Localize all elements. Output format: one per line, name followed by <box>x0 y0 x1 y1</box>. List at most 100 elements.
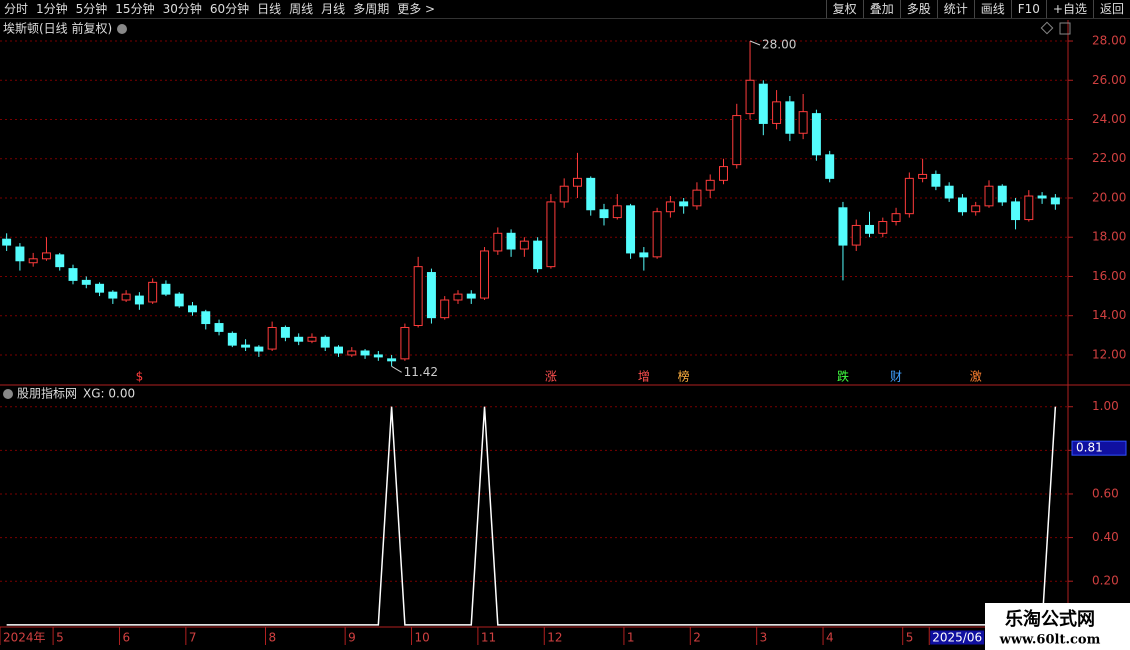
candle-body <box>652 211 662 258</box>
y-tick-label: 28.00 <box>1092 34 1126 48</box>
annotation-arrow <box>749 40 761 46</box>
tab[interactable]: 日线 <box>257 2 282 16</box>
tab[interactable]: 30分钟 <box>162 2 202 16</box>
candle-body <box>825 154 835 179</box>
button[interactable]: 画线 <box>973 0 1011 18</box>
x-tick-label: 2025/06 <box>932 631 982 645</box>
candle-body <box>254 346 264 352</box>
icon <box>1040 21 1054 35</box>
x-tick-label: 6 <box>122 631 130 645</box>
candle-body <box>201 311 211 325</box>
event-marker: 激 <box>970 370 982 384</box>
y-tick-label: 18.00 <box>1092 230 1126 244</box>
x-tick-label: 9 <box>348 631 356 645</box>
candle-body <box>639 252 649 258</box>
tab[interactable]: 60分钟 <box>209 2 250 16</box>
candle-body <box>1011 201 1021 221</box>
candle-body <box>572 177 582 187</box>
x-tick-label: 2024年 <box>3 631 46 645</box>
candle-body <box>387 358 397 362</box>
annotation-label: 28.00 <box>762 38 796 52</box>
y-tick-label: 16.00 <box>1092 269 1126 283</box>
candle-body <box>732 115 742 166</box>
candle-body <box>466 293 476 299</box>
watermark-bg <box>985 603 1130 650</box>
candle-body <box>95 283 105 293</box>
button[interactable]: 复权 <box>825 0 863 18</box>
x-tick-label: 10 <box>415 631 430 645</box>
x-tick-label: 7 <box>189 631 197 645</box>
candle-body <box>440 299 450 319</box>
candle-body <box>28 258 38 264</box>
candle-body <box>559 185 569 203</box>
candle-body <box>1037 195 1047 199</box>
event-marker: $ <box>136 370 144 384</box>
button[interactable]: 返回 <box>1092 0 1130 18</box>
event-marker: 跌 <box>837 369 849 384</box>
candle-body <box>174 293 184 307</box>
y-tick-label: 0.40 <box>1092 530 1119 544</box>
button[interactable]: 多股 <box>899 0 937 18</box>
tab[interactable]: 15分钟 <box>115 2 155 16</box>
candle-body <box>413 266 423 327</box>
candle-body <box>134 295 144 305</box>
x-tick-label: 11 <box>481 631 496 645</box>
y-tick-label: 20.00 <box>1092 190 1126 204</box>
y-tick-label: 12.00 <box>1092 347 1126 361</box>
candle-body <box>320 336 330 348</box>
tool-buttons: 复权 叠加 多股 统计 画线 F10 +自选 返回 <box>825 0 1130 18</box>
button[interactable]: F10 <box>1010 0 1046 18</box>
period-tabs: 分时 1分钟 5分钟 15分钟 30分钟 60分钟 日线 周线 月线 多周期 更多 > <box>0 0 439 18</box>
candle-body <box>334 346 343 354</box>
candle-body <box>772 101 782 124</box>
y-tick-label: 0.60 <box>1092 486 1119 500</box>
candle-body <box>626 205 636 254</box>
candle-body <box>161 283 171 295</box>
event-marker: 财 <box>890 370 902 384</box>
chart-title: 埃斯顿(日线 前复权) <box>3 21 112 36</box>
candle-body <box>533 240 543 270</box>
candle-body <box>785 101 795 134</box>
candle-body <box>480 250 490 299</box>
x-label-box <box>930 630 985 645</box>
candle-body <box>400 326 410 360</box>
candle-body <box>599 209 609 219</box>
candle-body <box>1024 195 1034 221</box>
chart: 埃斯顿(日线 前复权) 股朋指标网 XG: 0.00 12.00 14.00 16.00 1… <box>0 20 1130 650</box>
tab[interactable]: 5分钟 <box>75 2 108 16</box>
annotation-label: 11.42 <box>404 365 438 379</box>
button[interactable]: +自选 <box>1045 0 1093 18</box>
tab[interactable]: 分时 <box>4 2 29 16</box>
x-tick-label: 8 <box>269 631 277 645</box>
candle-body <box>679 201 689 207</box>
candle-body <box>15 246 25 262</box>
tab[interactable]: 月线 <box>321 2 346 16</box>
y-tick-label: 22.00 <box>1092 151 1126 165</box>
candle-body <box>506 232 516 250</box>
tab[interactable]: 周线 <box>289 2 314 16</box>
tab[interactable]: 多周期 <box>353 2 390 16</box>
candle-body <box>241 344 251 348</box>
button[interactable]: 叠加 <box>862 0 900 18</box>
candle-body <box>944 185 954 199</box>
button[interactable]: 统计 <box>936 0 974 18</box>
candle-body <box>719 166 728 181</box>
candle-body <box>121 293 131 301</box>
event-marker: 榜 <box>678 369 690 384</box>
watermark-url: www.60lt.com <box>999 633 1101 648</box>
candle-body <box>865 224 874 234</box>
tab[interactable]: 更多 > <box>397 2 436 16</box>
candle-body <box>838 207 848 246</box>
x-tick-label: 3 <box>760 631 768 645</box>
candle-body <box>214 323 224 332</box>
tab[interactable]: 1分钟 <box>36 2 68 16</box>
indicator-legend: XG: 0.00 <box>83 387 135 401</box>
x-tick-label: 2 <box>693 631 701 645</box>
x-tick-label: 5 <box>56 631 64 645</box>
candle-body <box>453 293 463 301</box>
candle-body <box>55 254 65 268</box>
candle-body <box>267 326 277 350</box>
candle-body <box>307 336 317 342</box>
y-tick-label: 1.00 <box>1092 399 1119 413</box>
